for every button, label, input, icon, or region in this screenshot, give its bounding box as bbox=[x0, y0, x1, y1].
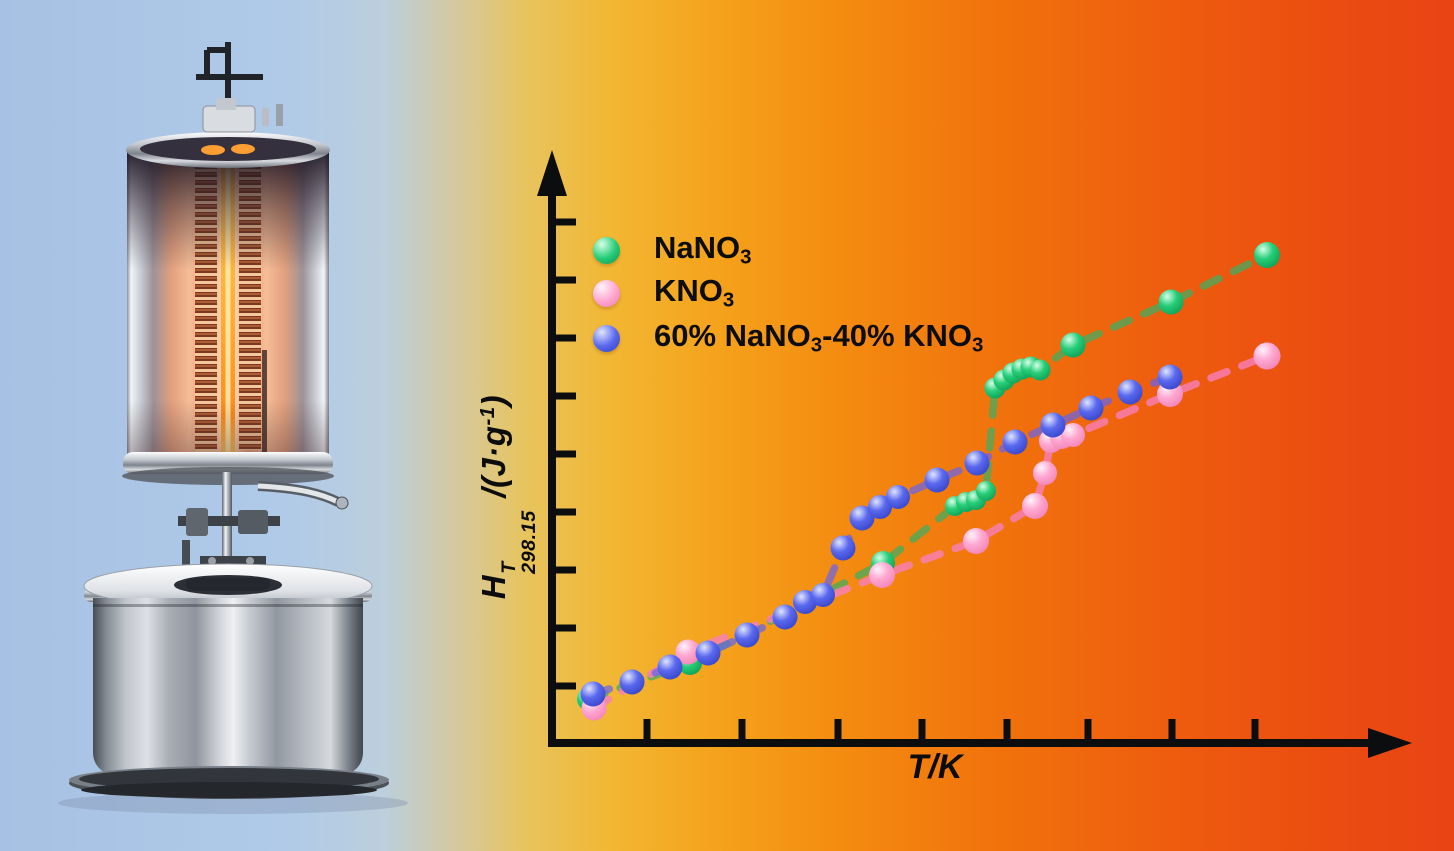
data-point-mix bbox=[1002, 429, 1028, 455]
legend-label-nano3: NaNO3 bbox=[654, 230, 752, 269]
data-point-mix bbox=[849, 505, 875, 531]
data-point-kno3 bbox=[1253, 342, 1281, 370]
legend-item-kno3: KNO3 bbox=[593, 275, 734, 311]
data-point-mix bbox=[886, 485, 910, 509]
data-point-kno3 bbox=[675, 639, 701, 665]
legend-label-mix: 60% NaNO3-40% KNO3 bbox=[654, 318, 984, 357]
data-point-nano3 bbox=[1158, 289, 1184, 315]
calorimeter-apparatus-image bbox=[58, 42, 408, 814]
floor-shadow bbox=[58, 792, 408, 814]
data-point-mix bbox=[924, 467, 950, 493]
series-points-mix bbox=[580, 364, 1183, 707]
data-point-mix bbox=[868, 495, 892, 519]
data-point-nano3 bbox=[1060, 332, 1086, 358]
data-point-mix bbox=[964, 450, 990, 476]
data-point-kno3 bbox=[1022, 493, 1048, 519]
x-axis-label: T/K bbox=[907, 748, 963, 786]
steel-drum-base bbox=[69, 563, 389, 799]
data-point-mix bbox=[772, 604, 798, 630]
legend-item-nano3: NaNO3 bbox=[593, 232, 752, 268]
data-point-mix bbox=[793, 590, 817, 614]
data-point-mix bbox=[1078, 395, 1104, 421]
data-point-mix bbox=[695, 640, 721, 666]
mix-marker-icon bbox=[593, 324, 620, 352]
nano3-marker-icon bbox=[593, 236, 620, 264]
data-point-mix bbox=[657, 654, 683, 680]
data-point-mix bbox=[830, 535, 856, 561]
data-point-mix bbox=[1040, 412, 1066, 438]
data-point-mix bbox=[734, 622, 760, 648]
kno3-marker-icon bbox=[593, 279, 620, 307]
furnace-chamber bbox=[122, 98, 334, 485]
data-point-mix bbox=[811, 583, 835, 607]
data-point-kno3 bbox=[869, 562, 895, 588]
tick-marks bbox=[552, 218, 1259, 743]
x-axis-arrow-icon bbox=[1368, 728, 1412, 758]
axes bbox=[548, 196, 1368, 747]
data-point-nano3 bbox=[1254, 242, 1280, 268]
series-points-kno3 bbox=[581, 342, 1281, 721]
data-point-nano3 bbox=[976, 481, 996, 501]
data-point-kno3 bbox=[963, 528, 989, 554]
data-point-mix bbox=[580, 681, 606, 707]
data-point-mix bbox=[1157, 364, 1183, 390]
legend-item-mix: 60% NaNO3-40% KNO3 bbox=[593, 320, 983, 356]
data-point-kno3 bbox=[1033, 461, 1057, 485]
valve-fittings bbox=[178, 472, 349, 588]
y-axis-label: H T 298.15 /(J·g-1) bbox=[475, 394, 541, 600]
data-point-mix bbox=[1117, 379, 1143, 405]
y-axis-arrow-icon bbox=[537, 150, 567, 196]
data-point-kno3 bbox=[1061, 423, 1085, 447]
legend-label-kno3: KNO3 bbox=[654, 273, 735, 312]
data-point-mix bbox=[619, 669, 645, 695]
data-point-nano3 bbox=[1029, 359, 1051, 381]
